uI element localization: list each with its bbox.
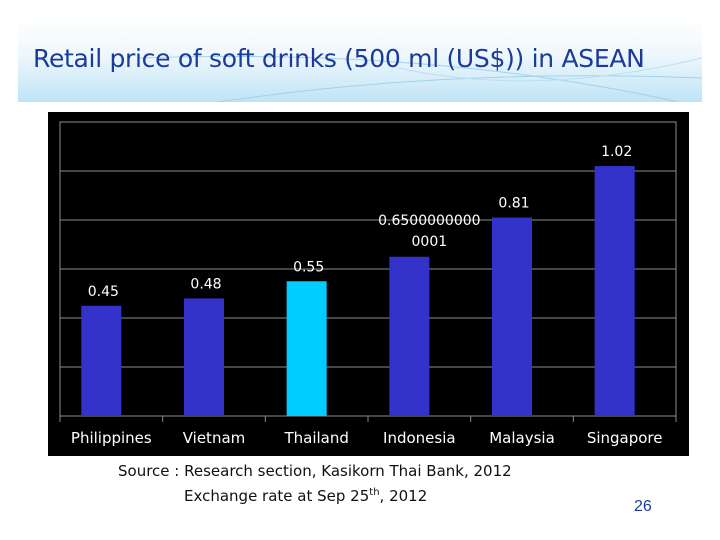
source-line-1: Source : Research section, Kasikorn Thai… [118,462,512,480]
exchange-rate-suffix: th [369,487,380,498]
data-label: 0.45 [88,284,119,300]
data-label: 0.55 [293,259,324,275]
data-labels: 0.45 0.48 0.55 0.6500000000 0001 0.81 1.02 [88,144,633,300]
category-tick-labels: Philippines Vietnam Thailand Indonesia Malay… [71,429,663,447]
page-number: 26 [634,498,652,515]
gridlines [59,170,677,422]
title-decoration [137,55,702,102]
data-label: 0.48 [190,276,221,292]
bar-singapore [594,166,635,416]
bar-philippines [81,305,122,416]
category-label: Singapore [587,429,663,447]
slide-title: Retail price of soft drinks (500 ml (US$… [33,44,645,73]
category-label: Thailand [283,429,348,447]
bar-chart: 0.45 0.48 0.55 0.6500000000 0001 0.81 1.02 Phi… [59,121,677,447]
data-label: 0.81 [498,196,529,212]
data-label: 0.6500000000 0001 [378,213,480,250]
data-label: 1.02 [601,144,632,160]
category-label: Vietnam [183,429,246,447]
category-label: Malaysia [489,429,555,447]
bar-vietnam [184,298,224,416]
category-label: Indonesia [383,429,456,447]
exchange-rate-text: Exchange rate at Sep 25 [184,487,370,505]
source-note: Source : Research section, Kasikorn Thai… [118,460,512,507]
bars [81,166,635,416]
exchange-rate-year: , 2012 [379,487,428,505]
chart-area: 0.45 0.48 0.55 0.6500000000 0001 0.81 1.02 Phi… [48,112,689,456]
bar-thailand [286,281,327,416]
bar-indonesia [389,256,430,416]
source-line-2: Exchange rate at Sep 25th, 2012 [118,482,512,507]
bar-malaysia [492,217,532,416]
category-label: Philippines [71,429,152,447]
title-band [18,18,702,102]
